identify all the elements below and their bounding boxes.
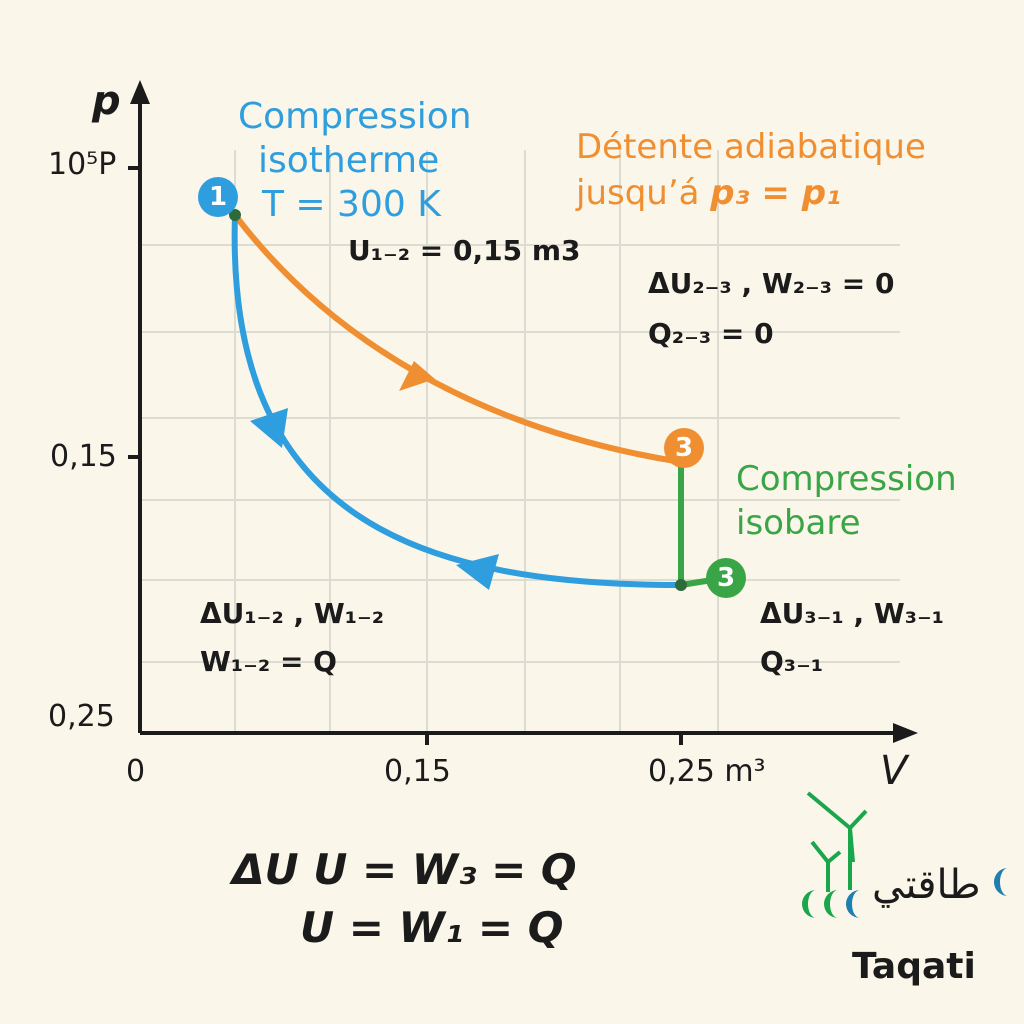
axes <box>128 98 905 745</box>
du31-annotation: ΔU₃₋₁ , W₃₋₁ <box>760 597 945 630</box>
y-tick-label: 0,15 <box>50 439 117 474</box>
isotherm-direction-arrow <box>456 554 499 590</box>
state-3-top-label: 3 <box>674 433 694 463</box>
state-node <box>675 579 687 591</box>
y-tick-label: 10⁵P <box>48 147 117 182</box>
isotherm-curve <box>231 212 684 588</box>
y-tick-label: 0,25 <box>48 699 115 734</box>
adiabatic-title-line2: jusqu’á p₃ = p₁ <box>576 173 841 213</box>
isotherm-direction-arrow <box>250 408 288 448</box>
adiabatic-title-line1: Détente adiabatique <box>576 127 926 167</box>
q23-annotation: Q₂₋₃ = 0 <box>648 317 774 350</box>
y-axis-arrowhead <box>130 80 150 104</box>
logo-turbine-icon <box>806 791 868 892</box>
logo-swoosh-icon <box>802 890 816 918</box>
state-3-bottom-label: 3 <box>716 563 736 593</box>
x-tick-label: 0,15 <box>384 754 451 789</box>
adiabatic-prefix: jusqu’á <box>576 173 711 213</box>
x-tick-label: 0 <box>126 754 146 789</box>
adiabatic-direction-arrow <box>399 361 435 391</box>
logo-swoosh-icon <box>846 890 860 918</box>
w12-annotation: W₁₋₂ = Q <box>200 645 337 678</box>
x-tick-label: 0,25 m³ <box>648 754 766 789</box>
state-1-label: 1 <box>208 182 228 212</box>
logo-swoosh-icon <box>824 890 838 918</box>
u12-annotation: U₁₋₂ = 0,15 m3 <box>348 234 581 267</box>
adiabatic-formula: p₃ = p₁ <box>710 173 841 213</box>
state-3-top-circle <box>664 428 704 468</box>
equation-line1: ΔU U = W₃ = Q <box>232 845 577 894</box>
isotherm-title-line2: isotherme <box>258 140 440 181</box>
logo-name: Taqati <box>852 946 976 987</box>
equation-line2: U = W₁ = Q <box>300 903 564 952</box>
isotherm-temperature: T = 300 K <box>262 184 441 225</box>
x-axis-arrowhead <box>893 723 918 743</box>
isotherm-title-line1: Compression <box>238 96 472 137</box>
logo-swoosh-icon <box>993 867 1008 896</box>
q31-annotation: Q₃₋₁ <box>760 645 824 678</box>
du23-annotation: ΔU₂₋₃ , W₂₋₃ = 0 <box>648 267 895 300</box>
logo-arabic-text: طاقتي <box>872 862 981 908</box>
isobar-title-line1: Compression <box>736 459 957 499</box>
du12-annotation: ΔU₁₋₂ , W₁₋₂ <box>200 597 385 630</box>
x-axis-label: V <box>880 748 908 794</box>
isobar-title-line2: isobare <box>736 503 861 543</box>
y-axis-label: p <box>92 78 121 124</box>
state-3-bottom-circle <box>706 558 746 598</box>
state-node <box>229 209 241 221</box>
state-1-circle <box>198 177 238 217</box>
